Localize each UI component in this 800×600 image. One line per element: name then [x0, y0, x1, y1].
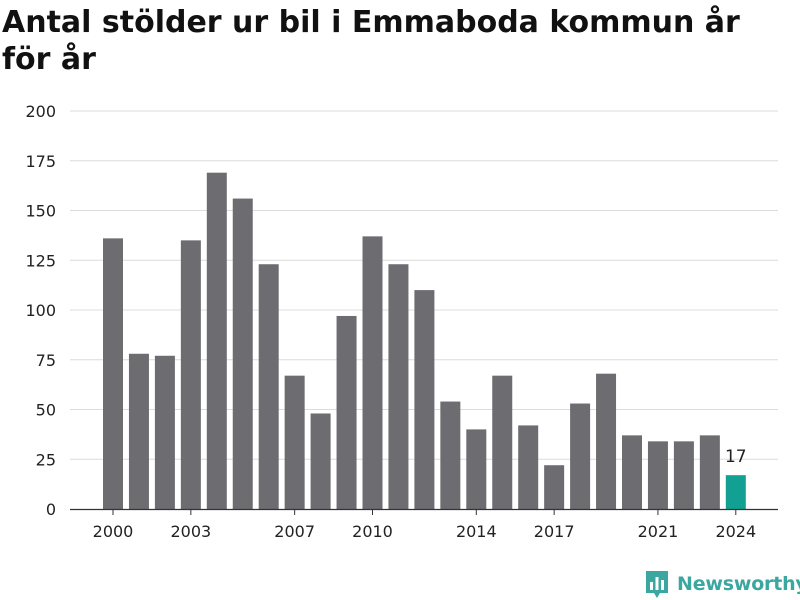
x-tick-label: 2021 — [638, 522, 679, 541]
bar-2022 — [673, 441, 694, 509]
chart-title: Antal stölder ur bil i Emmaboda kommun å… — [2, 5, 740, 77]
bars — [103, 172, 746, 510]
bar-2018 — [570, 403, 591, 509]
bar-2009 — [336, 315, 357, 509]
bar-2020 — [622, 435, 642, 509]
bar-2003 — [180, 240, 201, 509]
bar-2024 — [725, 475, 746, 509]
y-tick-label: 25 — [36, 450, 56, 469]
bar-2013 — [440, 401, 461, 509]
bar-2001 — [128, 353, 149, 509]
bar-2012 — [414, 290, 435, 509]
x-tick-label: 2000 — [93, 522, 134, 541]
bar-2005 — [232, 198, 253, 509]
x-tick-label: 2017 — [534, 522, 575, 541]
data-labels: 17 — [725, 447, 747, 467]
x-tick-label: 2007 — [274, 522, 315, 541]
x-tick-label: 2014 — [456, 522, 497, 541]
bar-chart-icon — [646, 571, 668, 598]
bar-2006 — [258, 264, 279, 509]
bar-2015 — [492, 375, 513, 509]
data-label: 17 — [725, 447, 747, 467]
bar-2016 — [518, 425, 539, 509]
bar-2021 — [647, 441, 668, 509]
y-tick-label: 125 — [25, 251, 56, 270]
brand-name: Newsworthy — [677, 573, 800, 595]
y-axis-ticks: 0 25 50 75 100 125 150 175 200 — [25, 102, 56, 519]
y-tick-label: 150 — [25, 202, 56, 221]
newsworthy-logo: Newsworthy — [644, 568, 800, 600]
bar-2011 — [388, 264, 409, 509]
bar-2008 — [310, 413, 331, 509]
y-tick-label: 175 — [25, 152, 56, 171]
y-tick-label: 0 — [46, 500, 56, 519]
y-tick-label: 200 — [25, 102, 56, 121]
bar-2010 — [362, 236, 383, 509]
y-tick-label: 75 — [36, 351, 56, 370]
bar-2017 — [544, 465, 565, 509]
bar-2002 — [154, 355, 175, 509]
bar-2007 — [284, 375, 305, 509]
y-tick-label: 50 — [36, 401, 56, 420]
x-tick-label: 2003 — [170, 522, 211, 541]
x-axis-ticks: 2000 2003 2007 2010 2014 2017 2021 2024 — [93, 509, 756, 541]
y-tick-label: 100 — [25, 301, 56, 320]
bar-2014 — [466, 429, 487, 509]
bar-2023 — [699, 435, 720, 509]
x-tick-label: 2010 — [352, 522, 393, 541]
bar-2000 — [103, 238, 123, 510]
bar-2004 — [206, 172, 227, 509]
x-tick-label: 2024 — [715, 522, 756, 541]
bar-2019 — [596, 373, 617, 509]
